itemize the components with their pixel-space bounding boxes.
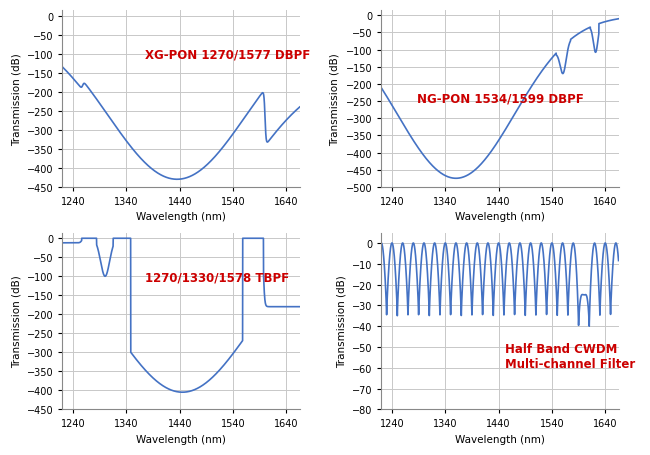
- X-axis label: Wavelength (nm): Wavelength (nm): [136, 434, 226, 444]
- Text: Half Band CWDM
Multi-channel Filter: Half Band CWDM Multi-channel Filter: [504, 343, 635, 370]
- Y-axis label: Transmission (dB): Transmission (dB): [11, 53, 21, 146]
- Text: NG-PON 1534/1599 DBPF: NG-PON 1534/1599 DBPF: [417, 93, 584, 106]
- Y-axis label: Transmission (dB): Transmission (dB): [336, 275, 346, 368]
- Y-axis label: Transmission (dB): Transmission (dB): [330, 53, 340, 146]
- X-axis label: Wavelength (nm): Wavelength (nm): [455, 212, 545, 222]
- X-axis label: Wavelength (nm): Wavelength (nm): [136, 212, 226, 222]
- Text: 1270/1330/1578 TBPF: 1270/1330/1578 TBPF: [146, 271, 290, 283]
- Y-axis label: Transmission (dB): Transmission (dB): [11, 275, 21, 368]
- X-axis label: Wavelength (nm): Wavelength (nm): [455, 434, 545, 444]
- Text: XG-PON 1270/1577 DBPF: XG-PON 1270/1577 DBPF: [146, 49, 311, 62]
